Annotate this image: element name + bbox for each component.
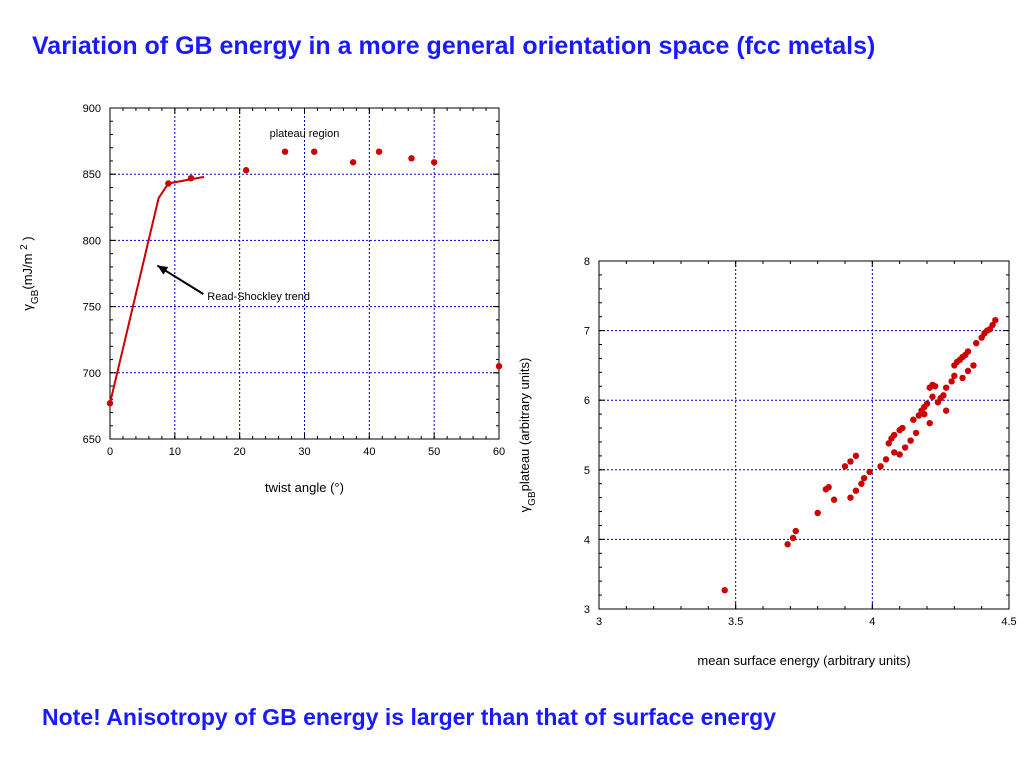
- data-point: [948, 378, 955, 385]
- y-tick-label: 4: [584, 534, 590, 546]
- data-point: [495, 362, 503, 370]
- y-axis-title-symbol: γ: [517, 505, 532, 512]
- data-point: [942, 407, 950, 414]
- data-point: [311, 148, 318, 155]
- data-point: [789, 534, 797, 542]
- data-point: [992, 316, 999, 324]
- y-tick-label: 5: [584, 465, 590, 477]
- data-point: [841, 463, 849, 470]
- data-point: [825, 484, 832, 491]
- y-axis-title-symbol: γ: [20, 304, 35, 311]
- y-tick-label: 750: [83, 302, 101, 314]
- y-axis-title: γGB(mJ/m 2 ): [19, 236, 41, 310]
- data-point: [970, 362, 977, 369]
- y-tick-label: 7: [584, 326, 590, 338]
- x-tick-label: 3: [596, 616, 602, 628]
- data-point: [242, 167, 250, 174]
- data-point: [847, 458, 854, 465]
- data-point: [910, 416, 917, 423]
- slide-title: Variation of GB energy in a more general…: [32, 32, 876, 60]
- x-tick-label: 3.5: [728, 616, 743, 628]
- data-point: [830, 496, 838, 503]
- data-point: [281, 148, 289, 155]
- data-point: [940, 392, 947, 399]
- x-tick-label: 4: [869, 616, 875, 628]
- y-tick-label: 900: [83, 103, 101, 115]
- data-point: [885, 440, 892, 447]
- x-tick-label: 60: [493, 446, 505, 458]
- x-tick-label: 50: [428, 446, 440, 458]
- x-tick-label: 30: [298, 446, 310, 458]
- data-point: [349, 159, 357, 166]
- y-axis-title-subscript: GB: [30, 289, 41, 304]
- annotation-arrow-head: [157, 265, 169, 275]
- data-point: [375, 148, 383, 155]
- data-point: [942, 384, 950, 391]
- data-point: [899, 424, 906, 432]
- data-point: [959, 374, 966, 382]
- x-axis-title: twist angle (°): [265, 480, 344, 495]
- data-point: [912, 429, 920, 437]
- slide-note: Note! Anisotropy of GB energy is larger …: [42, 704, 777, 730]
- data-point: [907, 437, 914, 444]
- data-point: [852, 452, 860, 460]
- data-point: [891, 431, 898, 439]
- data-point: [860, 474, 868, 482]
- x-tick-label: 20: [234, 446, 246, 458]
- data-point: [915, 412, 922, 419]
- data-point: [784, 541, 791, 548]
- x-tick-label: 4.5: [1001, 616, 1016, 628]
- x-tick-label: 40: [363, 446, 375, 458]
- data-point: [792, 527, 799, 535]
- y-axis-title-unit: (mJ/m: [20, 250, 35, 290]
- x-tick-label: 0: [107, 446, 113, 458]
- data-point: [921, 410, 928, 418]
- data-point: [964, 348, 972, 355]
- data-point: [964, 367, 972, 375]
- y-tick-label: 650: [83, 434, 101, 446]
- data-point: [847, 494, 854, 501]
- data-point: [882, 456, 890, 463]
- data-point: [858, 480, 865, 487]
- y-axis-title-superscript: 2: [19, 244, 30, 250]
- y-axis-title-close: ): [20, 236, 35, 244]
- data-point: [929, 393, 936, 400]
- data-point: [973, 339, 980, 347]
- y-tick-label: 850: [83, 169, 101, 181]
- data-point: [852, 487, 860, 494]
- annotation-label: Read-Shockley trend: [207, 291, 310, 303]
- data-point: [408, 155, 415, 162]
- y-tick-label: 6: [584, 395, 590, 407]
- data-point: [932, 383, 939, 390]
- y-axis-title-rest: plateau (arbitrary units): [517, 358, 532, 492]
- y-tick-label: 8: [584, 256, 590, 268]
- data-point: [891, 449, 898, 456]
- y-axis-title-subscript: GB: [527, 491, 538, 506]
- x-axis-title: mean surface energy (arbitrary units): [697, 653, 910, 668]
- data-point: [814, 509, 821, 517]
- data-point: [866, 468, 873, 476]
- data-point: [430, 159, 438, 166]
- data-point: [989, 321, 996, 329]
- data-point: [721, 587, 728, 594]
- data-point: [923, 400, 931, 407]
- y-axis-title: γGBplateau (arbitrary units): [517, 358, 538, 513]
- data-point: [901, 444, 909, 451]
- annotation-label: plateau region: [270, 128, 340, 140]
- x-tick-label: 10: [169, 446, 181, 458]
- y-tick-label: 800: [83, 235, 101, 247]
- data-point: [951, 372, 958, 380]
- data-point: [926, 419, 933, 427]
- data-point: [896, 451, 903, 458]
- data-point: [877, 463, 884, 470]
- plot-frame: [598, 260, 1010, 610]
- y-tick-label: 3: [584, 604, 590, 616]
- series-line: [109, 175, 205, 404]
- y-tick-label: 700: [83, 368, 101, 380]
